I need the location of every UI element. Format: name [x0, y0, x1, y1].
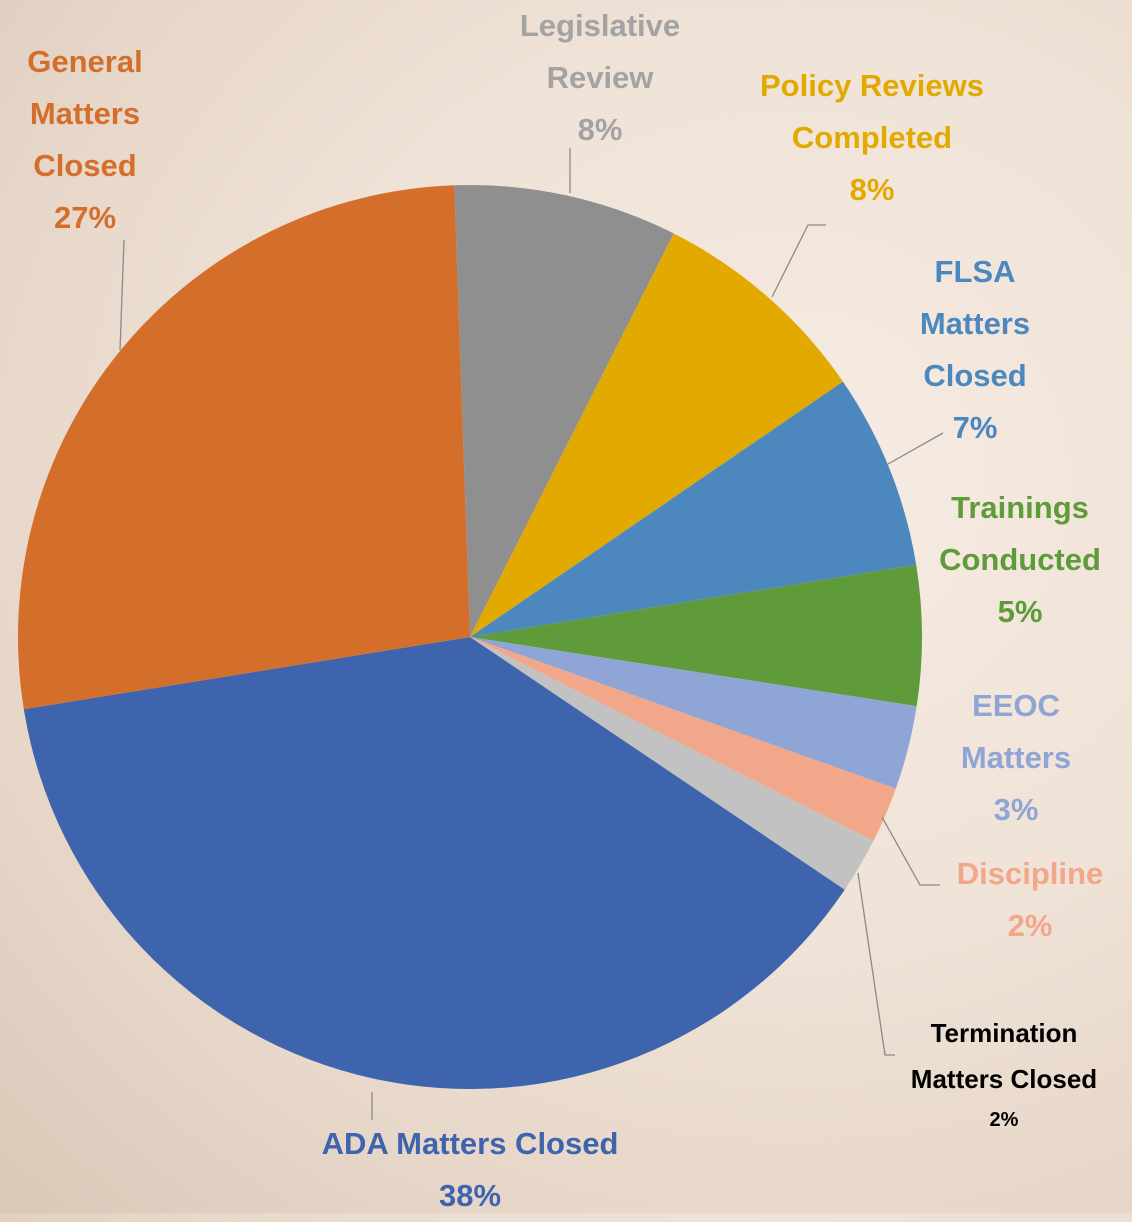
category-name: Termination Matters Closed [911, 1018, 1097, 1094]
category-name: General Matters Closed [27, 44, 142, 183]
slice-label: Discipline 2% [935, 848, 1125, 952]
leader-line [120, 240, 124, 350]
category-name: EEOC Matters [961, 688, 1071, 775]
category-name: Legislative Review [520, 8, 680, 95]
value-label: 2% [935, 900, 1125, 952]
value-label: 38% [270, 1170, 670, 1222]
slice-label: ADA Matters Closed 38% [270, 1118, 670, 1222]
value-label: 8% [737, 164, 1007, 216]
value-label: 8% [500, 104, 700, 156]
slice-label: Trainings Conducted 5% [915, 482, 1125, 638]
category-name: ADA Matters Closed [322, 1126, 619, 1161]
slice-label: General Matters Closed 27% [5, 36, 165, 244]
value-label: 27% [5, 192, 165, 244]
value-label: 2% [904, 1102, 1104, 1138]
slice-label: EEOC Matters 3% [941, 680, 1091, 836]
slice-label: FLSA Matters Closed 7% [900, 246, 1050, 454]
leader-line [772, 225, 826, 297]
category-name: FLSA Matters Closed [920, 254, 1030, 393]
value-label: 3% [941, 784, 1091, 836]
leader-line [858, 873, 895, 1055]
value-label: 7% [900, 402, 1050, 454]
value-label: 5% [915, 586, 1125, 638]
page: Legislative Review8%Policy Reviews Compl… [0, 0, 1132, 1213]
leader-line [882, 817, 940, 885]
category-name: Policy Reviews Completed [760, 68, 984, 155]
slice-label: Legislative Review 8% [500, 0, 700, 156]
category-name: Trainings Conducted [939, 490, 1101, 577]
category-name: Discipline [957, 856, 1103, 891]
pie-slice [18, 185, 470, 709]
slice-label: Policy Reviews Completed 8% [737, 60, 1007, 216]
slice-label: Termination Matters Closed 2% [904, 1010, 1104, 1138]
